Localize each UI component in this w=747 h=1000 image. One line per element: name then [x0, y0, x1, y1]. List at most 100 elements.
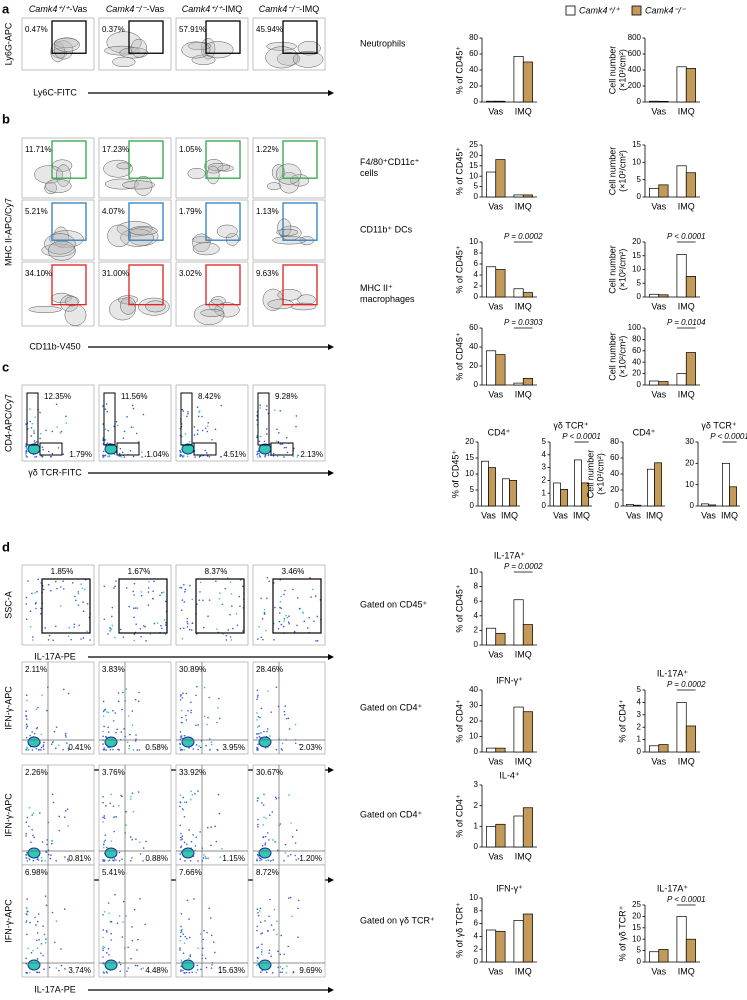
y-tick-label: 20 — [469, 361, 478, 370]
event-dot — [115, 420, 118, 423]
event-dot — [147, 587, 150, 589]
event-dot — [40, 607, 42, 610]
event-dot — [126, 416, 128, 418]
event-dot — [162, 591, 165, 593]
event-dot — [294, 723, 297, 726]
event-dot — [25, 971, 28, 974]
event-dot — [117, 692, 120, 694]
event-dot — [144, 455, 147, 458]
event-dot — [209, 749, 211, 751]
contour — [192, 242, 220, 256]
bar — [522, 807, 533, 848]
y-tick-label: 0 — [637, 192, 642, 201]
x-tick-label: Vas — [488, 389, 503, 399]
event-dot — [181, 808, 184, 810]
y-tick-label: 40 — [610, 469, 619, 478]
event-dot — [256, 436, 258, 439]
y-tick-label: 2 — [637, 722, 642, 731]
event-dot — [42, 744, 45, 746]
event-dot — [183, 942, 186, 945]
event-dot — [202, 626, 205, 629]
event-dot — [294, 842, 297, 844]
gate — [205, 202, 241, 241]
event-dot — [181, 408, 184, 411]
y-tick-label: 15 — [469, 161, 478, 170]
contour — [64, 304, 87, 326]
event-dot — [137, 441, 140, 443]
event-dot — [43, 968, 45, 971]
event-dot — [156, 622, 159, 624]
y-tick-label: 8 — [474, 248, 479, 257]
y-tick-label: 40 — [469, 685, 478, 694]
y-axis-label: Cell number — [585, 450, 595, 499]
y-tick-label: 5 — [474, 182, 479, 191]
panel-letter: a — [2, 1, 10, 16]
chart-title: IL-17A⁺ — [494, 550, 526, 560]
event-dot — [179, 853, 181, 855]
event-dot — [66, 808, 69, 810]
event-dot — [129, 733, 131, 736]
event-dot — [267, 690, 269, 692]
event-dot — [206, 826, 209, 829]
bar — [495, 159, 506, 198]
x-tick-label: IMQ — [573, 510, 590, 520]
legend-swatch — [631, 5, 642, 16]
event-dot — [151, 597, 154, 600]
event-dot — [202, 599, 204, 602]
event-dot — [133, 594, 135, 596]
y-tick-label: 10 — [632, 157, 641, 166]
event-dot — [35, 607, 37, 610]
event-dot — [296, 456, 299, 458]
gate-percent: 0.88% — [145, 854, 168, 863]
event-dot — [284, 705, 287, 707]
plot-frame — [21, 261, 95, 327]
event-dot — [266, 730, 268, 733]
event-dot — [55, 967, 58, 969]
y-tick-label: 8 — [474, 582, 479, 591]
event-dot — [139, 898, 141, 900]
event-dot — [35, 939, 38, 942]
contour — [53, 40, 74, 60]
event-dot — [62, 748, 64, 751]
y-tick-label: 5 — [542, 437, 547, 446]
contour — [206, 165, 220, 185]
event-dot — [102, 858, 104, 861]
event-dot — [180, 961, 183, 963]
event-dot — [65, 415, 67, 418]
event-dot — [59, 586, 62, 588]
x-tick-label: IMQ — [515, 301, 532, 311]
event-dot — [35, 441, 38, 443]
gate-percent: 57.91% — [179, 25, 206, 34]
gate-percent: 5.41% — [102, 868, 125, 877]
event-dot — [268, 952, 270, 955]
event-dot — [50, 455, 53, 458]
event-dot — [35, 924, 37, 926]
event-dot — [34, 592, 36, 594]
event-dot — [102, 795, 104, 798]
bar — [685, 276, 696, 298]
event-dot — [264, 842, 267, 844]
event-dot — [130, 798, 132, 800]
contour — [193, 303, 225, 326]
gate — [193, 442, 217, 456]
event-dot — [283, 456, 285, 458]
event-dot — [297, 907, 299, 910]
event-dot — [276, 455, 279, 458]
event-dot — [28, 857, 30, 860]
event-dot — [278, 620, 281, 623]
event-dot — [198, 410, 201, 412]
event-dot — [51, 911, 54, 914]
event-dot — [265, 408, 268, 411]
event-dot — [315, 640, 317, 642]
event-dot — [118, 452, 121, 455]
arrow-head — [328, 470, 334, 476]
event-dot — [206, 455, 209, 457]
event-dot — [184, 935, 187, 938]
event-dot — [194, 792, 196, 795]
y-tick-label: 20 — [685, 458, 694, 467]
event-dot — [128, 745, 131, 747]
event-dot — [25, 921, 28, 924]
y-tick-label: 10 — [685, 480, 694, 489]
event-dot — [207, 857, 209, 860]
event-dot — [125, 824, 127, 826]
